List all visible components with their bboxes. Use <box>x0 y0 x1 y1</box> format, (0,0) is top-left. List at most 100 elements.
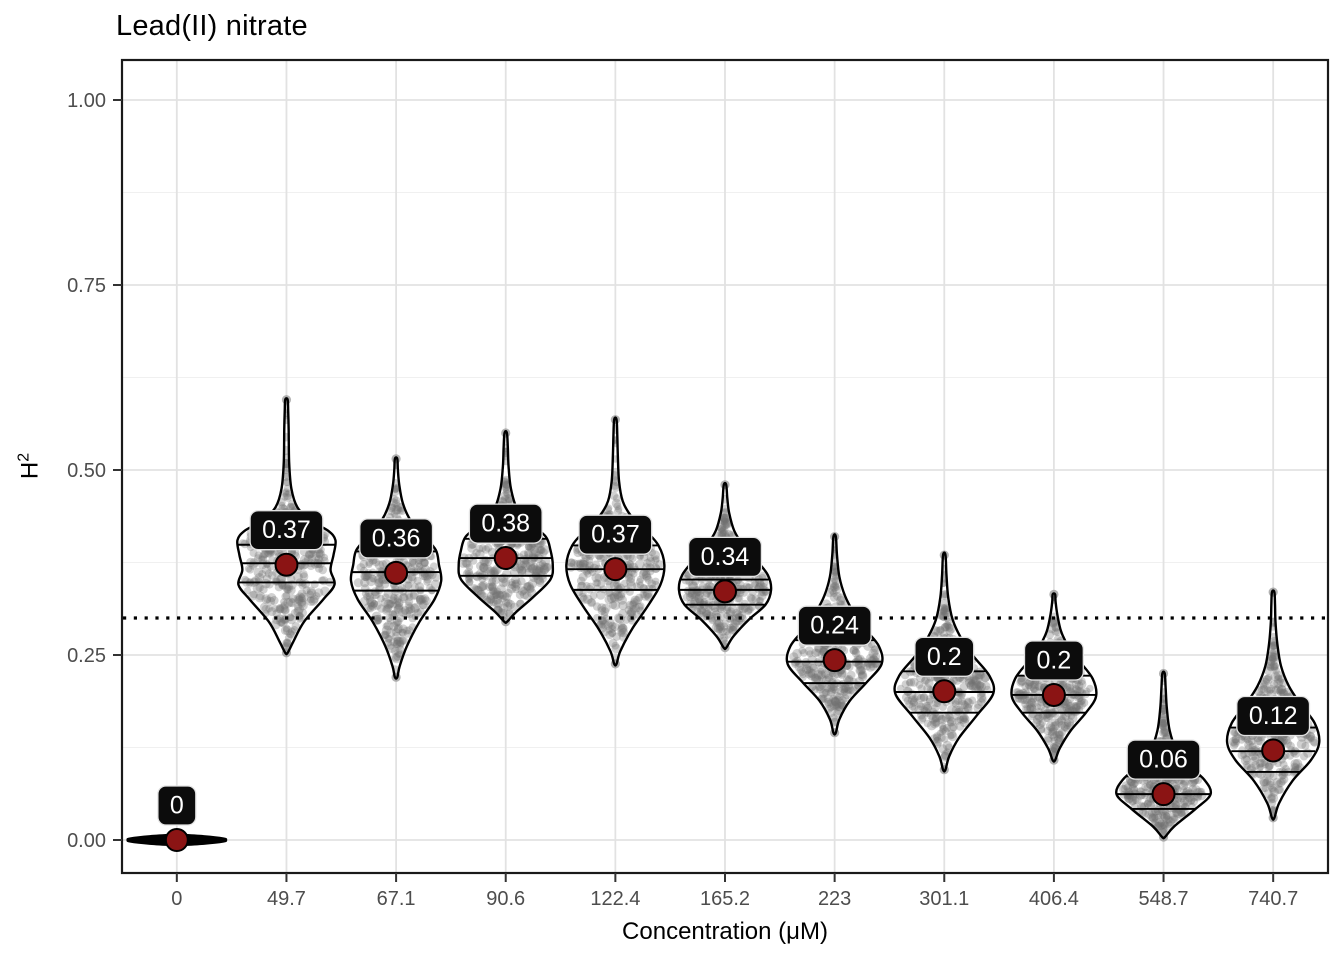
data-point <box>923 703 933 714</box>
data-point <box>738 604 748 614</box>
data-point <box>976 680 985 690</box>
data-point <box>258 555 268 565</box>
data-point <box>536 546 545 555</box>
data-point <box>519 550 528 559</box>
data-point <box>964 698 974 709</box>
data-point <box>1059 712 1067 721</box>
data-point <box>1029 698 1039 708</box>
data-point <box>582 582 591 590</box>
data-point <box>591 560 601 569</box>
data-point <box>377 576 386 584</box>
data-point <box>282 624 291 633</box>
data-point <box>490 590 499 600</box>
data-point <box>1075 700 1084 710</box>
data-point <box>823 684 832 693</box>
data-point <box>1065 704 1073 713</box>
data-point <box>527 542 536 552</box>
data-point <box>719 529 729 539</box>
data-point <box>712 618 722 628</box>
data-point <box>390 601 398 609</box>
data-point <box>1266 663 1275 672</box>
data-point <box>650 563 661 573</box>
data-point <box>540 562 549 571</box>
data-point <box>969 676 978 685</box>
data-point <box>727 530 735 539</box>
data-point <box>1034 682 1043 691</box>
data-point <box>1282 738 1292 748</box>
data-point <box>609 491 618 500</box>
data-point <box>836 595 846 606</box>
data-point <box>420 594 430 603</box>
x-tick-label: 548.7 <box>1139 888 1189 910</box>
data-point <box>933 733 942 742</box>
data-point <box>491 589 502 599</box>
data-point <box>947 729 957 739</box>
data-point <box>502 601 513 611</box>
data-point <box>1043 713 1053 723</box>
data-point <box>1268 649 1277 658</box>
data-point <box>1265 686 1274 695</box>
data-point <box>931 714 940 723</box>
data-point <box>278 618 288 628</box>
data-point <box>919 692 929 702</box>
data-point <box>1231 735 1240 744</box>
data-point <box>612 494 621 503</box>
data-point <box>1049 747 1059 756</box>
data-point <box>700 597 709 606</box>
data-point <box>634 559 645 570</box>
data-point <box>383 620 394 631</box>
data-point <box>811 686 819 694</box>
data-point <box>869 654 878 663</box>
data-point <box>1129 793 1137 801</box>
data-point <box>905 700 914 709</box>
data-point <box>282 638 292 648</box>
data-point <box>398 607 408 617</box>
data-point <box>491 568 499 577</box>
data-point <box>365 558 374 567</box>
data-point <box>1043 726 1052 736</box>
data-point <box>1157 819 1165 827</box>
data-point <box>275 604 285 614</box>
data-point <box>1286 752 1294 760</box>
data-point <box>1057 721 1066 729</box>
data-point <box>940 590 949 599</box>
data-point <box>579 559 587 568</box>
data-point <box>955 721 965 731</box>
data-point <box>806 671 816 681</box>
data-point <box>1066 695 1075 703</box>
data-point <box>1270 671 1281 682</box>
data-point <box>1120 785 1129 793</box>
data-point <box>589 568 597 577</box>
data-point <box>393 639 402 648</box>
data-point <box>812 673 822 683</box>
data-point <box>1275 687 1284 695</box>
data-point <box>397 639 405 648</box>
data-point <box>1153 811 1162 820</box>
data-point <box>418 594 427 604</box>
data-point <box>729 625 738 635</box>
data-point <box>569 559 579 568</box>
data-point <box>392 639 402 649</box>
data-point <box>901 680 910 689</box>
data-point <box>801 664 812 675</box>
data-point <box>849 646 858 655</box>
data-point <box>642 570 651 579</box>
data-point <box>725 609 735 619</box>
data-point <box>1269 680 1279 689</box>
data-point <box>609 601 617 609</box>
x-tick-label: 90.6 <box>486 888 525 910</box>
data-point <box>1060 721 1070 731</box>
data-point <box>945 617 953 626</box>
data-point <box>1269 772 1278 781</box>
data-point <box>487 578 497 587</box>
data-point <box>939 607 947 616</box>
data-point <box>718 625 726 633</box>
data-point <box>499 595 507 603</box>
data-point <box>937 715 947 725</box>
data-point <box>720 517 729 526</box>
data-point <box>1172 796 1182 806</box>
data-point <box>637 602 645 610</box>
data-point <box>722 519 732 529</box>
data-point <box>974 680 983 689</box>
data-point <box>478 582 488 591</box>
